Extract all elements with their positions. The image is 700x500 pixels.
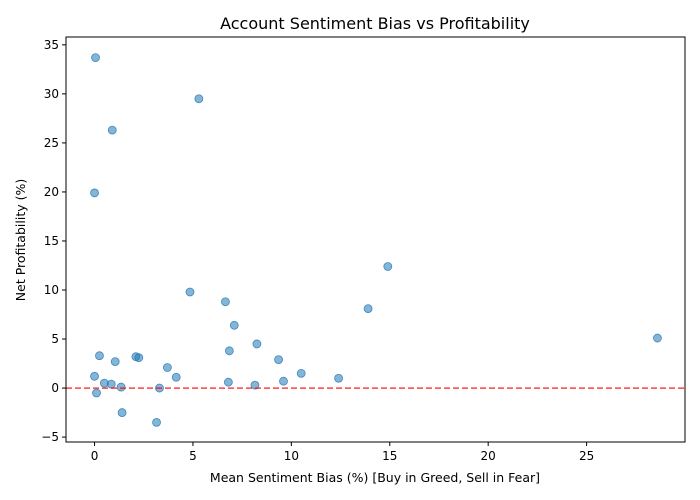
points-layer [90,53,662,427]
plot-frame [65,36,686,443]
data-point [194,94,204,104]
x-tick-label: 20 [481,449,496,463]
y-tick-label: 25 [44,136,59,150]
data-point [152,417,161,427]
data-point [110,357,120,366]
data-point [653,333,662,343]
y-axis-ticks: −5 0 5 10 15 20 25 30 35 [41,38,66,444]
x-tick-label: 10 [284,449,299,463]
data-point [162,363,172,372]
y-tick-label: 15 [44,234,59,248]
data-point [223,377,233,387]
y-tick-label: 35 [44,38,59,52]
x-axis-ticks: 0 5 10 15 20 25 [91,442,594,463]
data-point [91,53,100,62]
y-axis-label: Net Profitability (%) [13,179,28,301]
data-point [117,408,127,417]
y-tick-label: −5 [41,430,59,444]
x-axis-label: Mean Sentiment Bias (%) [Buy in Greed, S… [210,470,540,485]
data-point [221,297,230,307]
data-point [90,371,99,381]
x-tick-label: 0 [91,449,99,463]
data-point [252,339,262,349]
data-point [334,373,343,383]
data-point [106,379,116,389]
data-point [296,368,306,378]
data-point [92,388,101,398]
data-point [363,304,373,314]
data-point [90,188,99,198]
data-point [383,262,393,271]
data-point [185,287,195,297]
x-tick-label: 15 [382,449,397,463]
y-tick-label: 20 [44,185,59,199]
y-tick-label: 30 [44,87,59,101]
data-point [116,382,126,392]
data-point [107,125,117,135]
data-point [171,372,181,382]
data-point [279,376,288,386]
y-tick-label: 10 [44,283,59,297]
data-point [274,355,283,365]
chart-title: Account Sentiment Bias vs Profitability [220,14,530,33]
data-point [134,353,144,363]
data-point [95,351,104,361]
data-point [250,380,260,390]
x-tick-label: 25 [579,449,594,463]
data-point [224,346,234,356]
y-tick-label: 5 [51,332,59,346]
y-tick-label: 0 [51,381,59,395]
x-tick-label: 5 [189,449,197,463]
data-point [229,320,239,330]
